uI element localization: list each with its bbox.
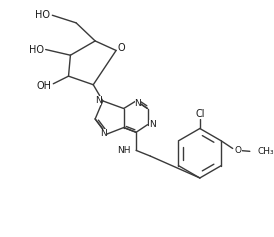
- Text: HO: HO: [29, 45, 44, 55]
- Text: N: N: [95, 96, 101, 105]
- Text: OH: OH: [36, 81, 52, 91]
- Text: N: N: [100, 129, 107, 138]
- Text: O: O: [235, 146, 242, 155]
- Text: HO: HO: [35, 10, 50, 20]
- Text: N: N: [149, 120, 156, 129]
- Text: N: N: [135, 99, 141, 108]
- Text: O: O: [117, 43, 125, 53]
- Text: CH₃: CH₃: [258, 147, 274, 156]
- Text: NH: NH: [117, 146, 130, 155]
- Text: Cl: Cl: [195, 109, 205, 119]
